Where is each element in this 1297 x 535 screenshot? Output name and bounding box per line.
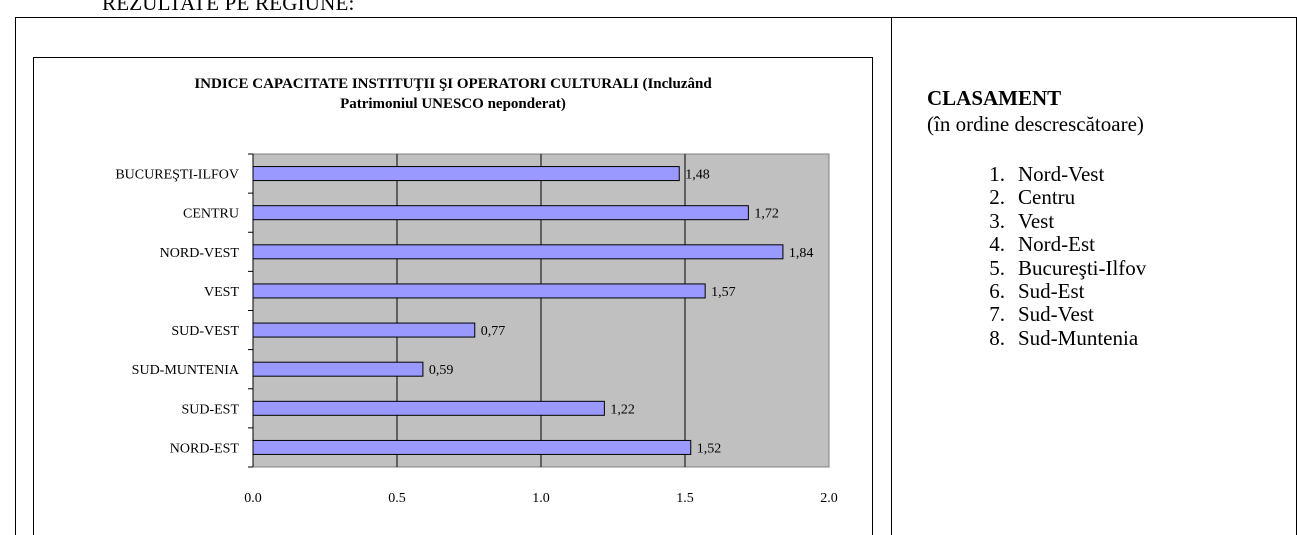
bar <box>252 439 692 455</box>
bar <box>252 361 424 377</box>
ranking-item-name: Nord-Vest <box>1018 162 1105 186</box>
ranking-list: 1. Nord-Vest 2. Centru 3. Vest 4. Nord-Est 5. Buc… <box>927 162 1147 350</box>
ranking-panel: CLASAMENT (în ordine descrescătoare) 1. N… <box>927 85 1146 350</box>
ranking-item: 6. Sud-Est <box>927 279 1146 304</box>
value-label: 1,57 <box>711 285 736 300</box>
ranking-item-name: Vest <box>1018 208 1055 233</box>
ranking-item-number: 2. <box>989 185 1005 210</box>
ranking-item: 4. Nord-Est <box>927 232 1146 257</box>
ranking-item: 7. Sud-Vest <box>927 302 1146 327</box>
chart-title-line-1: INDICE CAPACITATE INSTITUŢII ŞI OPERATOR… <box>194 76 712 92</box>
category-label: CENTRU <box>183 207 239 222</box>
frame-top-border <box>15 17 1297 18</box>
ranking-item-number: 7. <box>989 302 1005 327</box>
ranking-item-name: Nord-Est <box>1018 232 1095 257</box>
ranking-item-number: 5. <box>989 255 1005 280</box>
ranking-item-name: Centru <box>1018 185 1076 210</box>
chart-title: INDICE CAPACITATE INSTITUŢII ŞI OPERATOR… <box>33 74 873 114</box>
ranking-item: 1. Nord-Vest <box>927 162 1146 186</box>
section-heading: REZULTATE PE REGIUNE: <box>102 0 355 15</box>
ranking-item-number: 6. <box>989 279 1005 304</box>
category-label: VEST <box>204 285 239 300</box>
value-label: 0,59 <box>429 363 454 378</box>
value-label: 0,77 <box>481 324 506 339</box>
x-tick-label: 0.0 <box>244 491 262 506</box>
value-label: 1,84 <box>789 246 814 261</box>
ranking-item-name: Sud-Est <box>1018 279 1085 304</box>
ranking-item-number: 8. <box>989 325 1005 350</box>
x-tick-label: 1.0 <box>532 491 550 506</box>
category-label: BUCUREŞTI-ILFOV <box>115 168 239 183</box>
ranking-subtitle: (în ordine descrescătoare) <box>927 112 1144 136</box>
ranking-item-number: 1. <box>989 162 1005 186</box>
ranking-item: 2. Centru <box>927 185 1146 210</box>
category-label: SUD-MUNTENIA <box>132 363 240 378</box>
bar <box>252 244 784 260</box>
bar <box>252 166 680 182</box>
bar <box>252 283 706 299</box>
ranking-item-number: 3. <box>989 208 1005 233</box>
ranking-item-name: Bucureşti-Ilfov <box>1018 255 1147 280</box>
x-tick-label: 1.5 <box>676 491 694 506</box>
value-label: 1,72 <box>754 207 779 222</box>
value-label: 1,22 <box>610 402 635 417</box>
ranking-item: 8. Sud-Muntenia <box>927 325 1146 350</box>
ranking-title: CLASAMENT <box>927 86 1062 110</box>
ranking-item-number: 4. <box>989 232 1005 257</box>
ranking-item-name: Sud-Vest <box>1018 302 1094 327</box>
ranking-item: 5. Bucureşti-Ilfov <box>927 255 1147 280</box>
x-tick-label: 0.5 <box>388 491 406 506</box>
value-label: 1,52 <box>697 441 722 456</box>
bar <box>252 205 749 221</box>
x-tick-label: 2.0 <box>820 491 838 506</box>
bar <box>252 400 605 416</box>
ranking-item-name: Sud-Muntenia <box>1018 325 1139 350</box>
frame-left-border <box>15 17 16 535</box>
value-label: 1,48 <box>685 168 710 183</box>
chart-title-line-2: Patrimoniul UNESCO neponderat) <box>340 96 566 112</box>
category-label: NORD-VEST <box>160 246 240 261</box>
category-label: NORD-EST <box>170 441 240 456</box>
category-label: SUD-EST <box>181 402 239 417</box>
ranking-item: 3. Vest <box>927 208 1146 233</box>
category-label: SUD-VEST <box>171 324 239 339</box>
bar <box>252 322 476 338</box>
frame-column-divider <box>891 17 892 535</box>
